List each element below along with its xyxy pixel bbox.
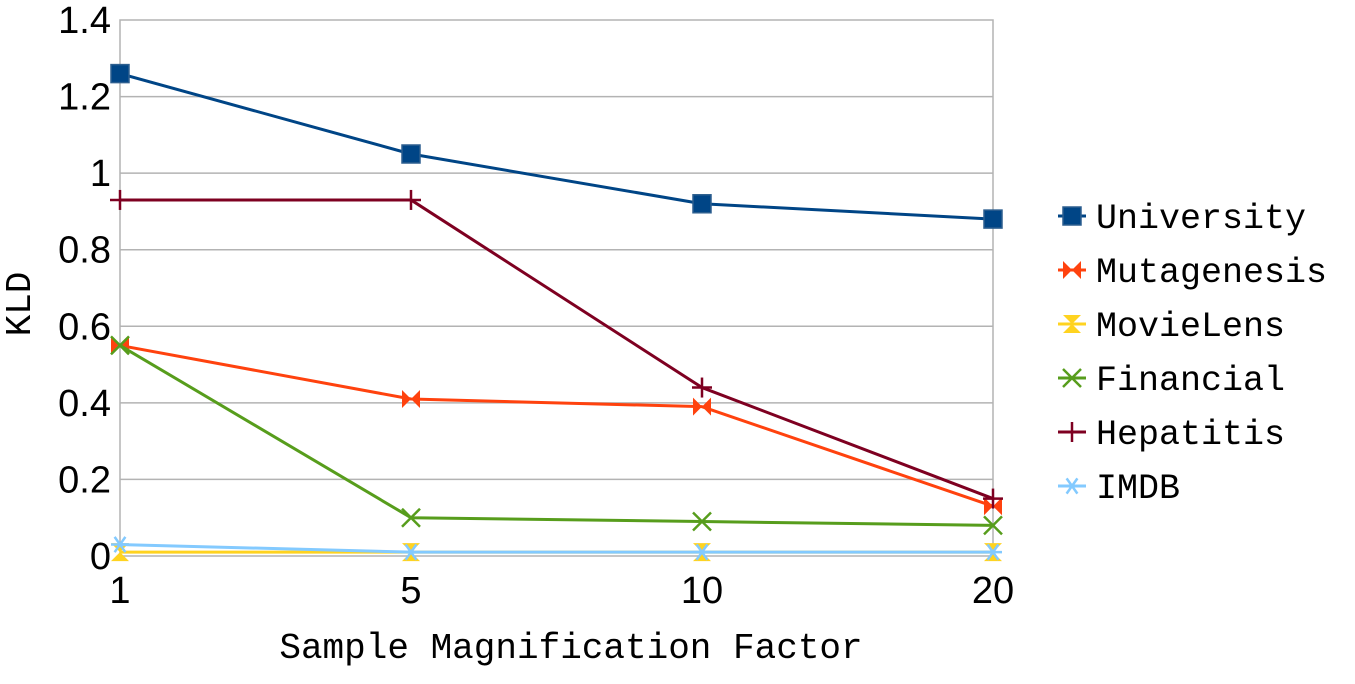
y-tick-label: 1.4 [58,0,111,42]
data-point-imdb [693,543,711,561]
plot-area-frame [119,19,994,557]
data-point-hepatitis [110,189,130,210]
series-financial [110,335,1003,536]
data-point-hepatitis [401,189,421,210]
x-tick-label: 5 [400,570,421,612]
data-point-mutagenesis [693,397,711,416]
y-tick-label: 0.8 [58,230,111,272]
legend-label-university: University [1096,199,1306,239]
data-point-hepatitis [983,488,1003,509]
data-point-imdb [111,536,129,553]
y-tick-label: 1 [90,153,111,195]
legend-item-movielens: MovieLens [1058,307,1285,347]
y-axis-title: KLD [0,272,41,337]
series-line-financial [119,344,994,527]
legend-marker-financial [1062,368,1082,388]
series-line-imdb [119,543,993,554]
legend-item-financial: Financial [1058,361,1285,401]
y-tick-label: 0.4 [58,383,111,425]
series-lines [110,63,1003,562]
legend-marker-mutagenesis [1063,261,1081,279]
data-point-financial [692,511,712,532]
data-point-imdb [984,543,1002,561]
legend-label-hepatitis: Hepatitis [1096,415,1285,455]
data-point-financial [983,515,1003,536]
series-university [110,63,1003,229]
legend-label-imdb: IMDB [1096,469,1180,509]
legend-label-mutagenesis: Mutagenesis [1096,253,1327,293]
legend-label-financial: Financial [1096,361,1285,401]
x-tick-label: 10 [681,570,723,612]
x-tick-label: 1 [109,570,130,612]
series-hepatitis [110,189,1003,509]
data-point-financial [110,335,130,356]
legend-item-imdb: IMDB [1058,469,1180,509]
series-line-university [119,72,994,221]
legend-marker-university [1062,206,1082,226]
legend-marker-imdb [1063,477,1081,495]
legend-item-hepatitis: Hepatitis [1058,415,1285,455]
data-point-university [401,144,421,164]
legend-marker-hepatitis [1062,422,1082,442]
x-axis-tick-labels: 1 5 10 20 [109,570,1014,612]
y-tick-label: 0 [90,536,111,578]
x-axis-title: Sample Magnification Factor [279,628,862,669]
legend-label-movielens: MovieLens [1096,307,1285,347]
legend: University Mutagenesis MovieLens Financial H… [1058,199,1327,509]
series-imdb [111,536,1002,561]
series-mutagenesis [111,336,1002,516]
y-tick-label: 0.2 [58,459,111,501]
y-tick-label: 1.2 [58,77,111,119]
series-line-hepatitis [120,198,994,500]
data-point-university [692,194,712,214]
x-tick-label: 20 [972,570,1014,612]
legend-marker-movielens [1063,315,1081,333]
grid-lines [120,95,993,481]
data-point-financial [401,507,421,528]
series-line-mutagenesis [119,343,994,508]
y-tick-label: 0.6 [58,306,111,348]
data-point-mutagenesis [402,390,420,409]
data-point-hepatitis [692,377,712,398]
data-point-imdb [402,543,420,561]
legend-item-mutagenesis: Mutagenesis [1058,253,1327,293]
y-axis-tick-labels: 0 0.2 0.4 0.6 0.8 1 1.2 1.4 [58,0,111,578]
data-point-mutagenesis [984,497,1002,516]
legend-item-university: University [1058,199,1306,239]
data-point-university [983,209,1003,229]
data-point-university [110,63,130,84]
